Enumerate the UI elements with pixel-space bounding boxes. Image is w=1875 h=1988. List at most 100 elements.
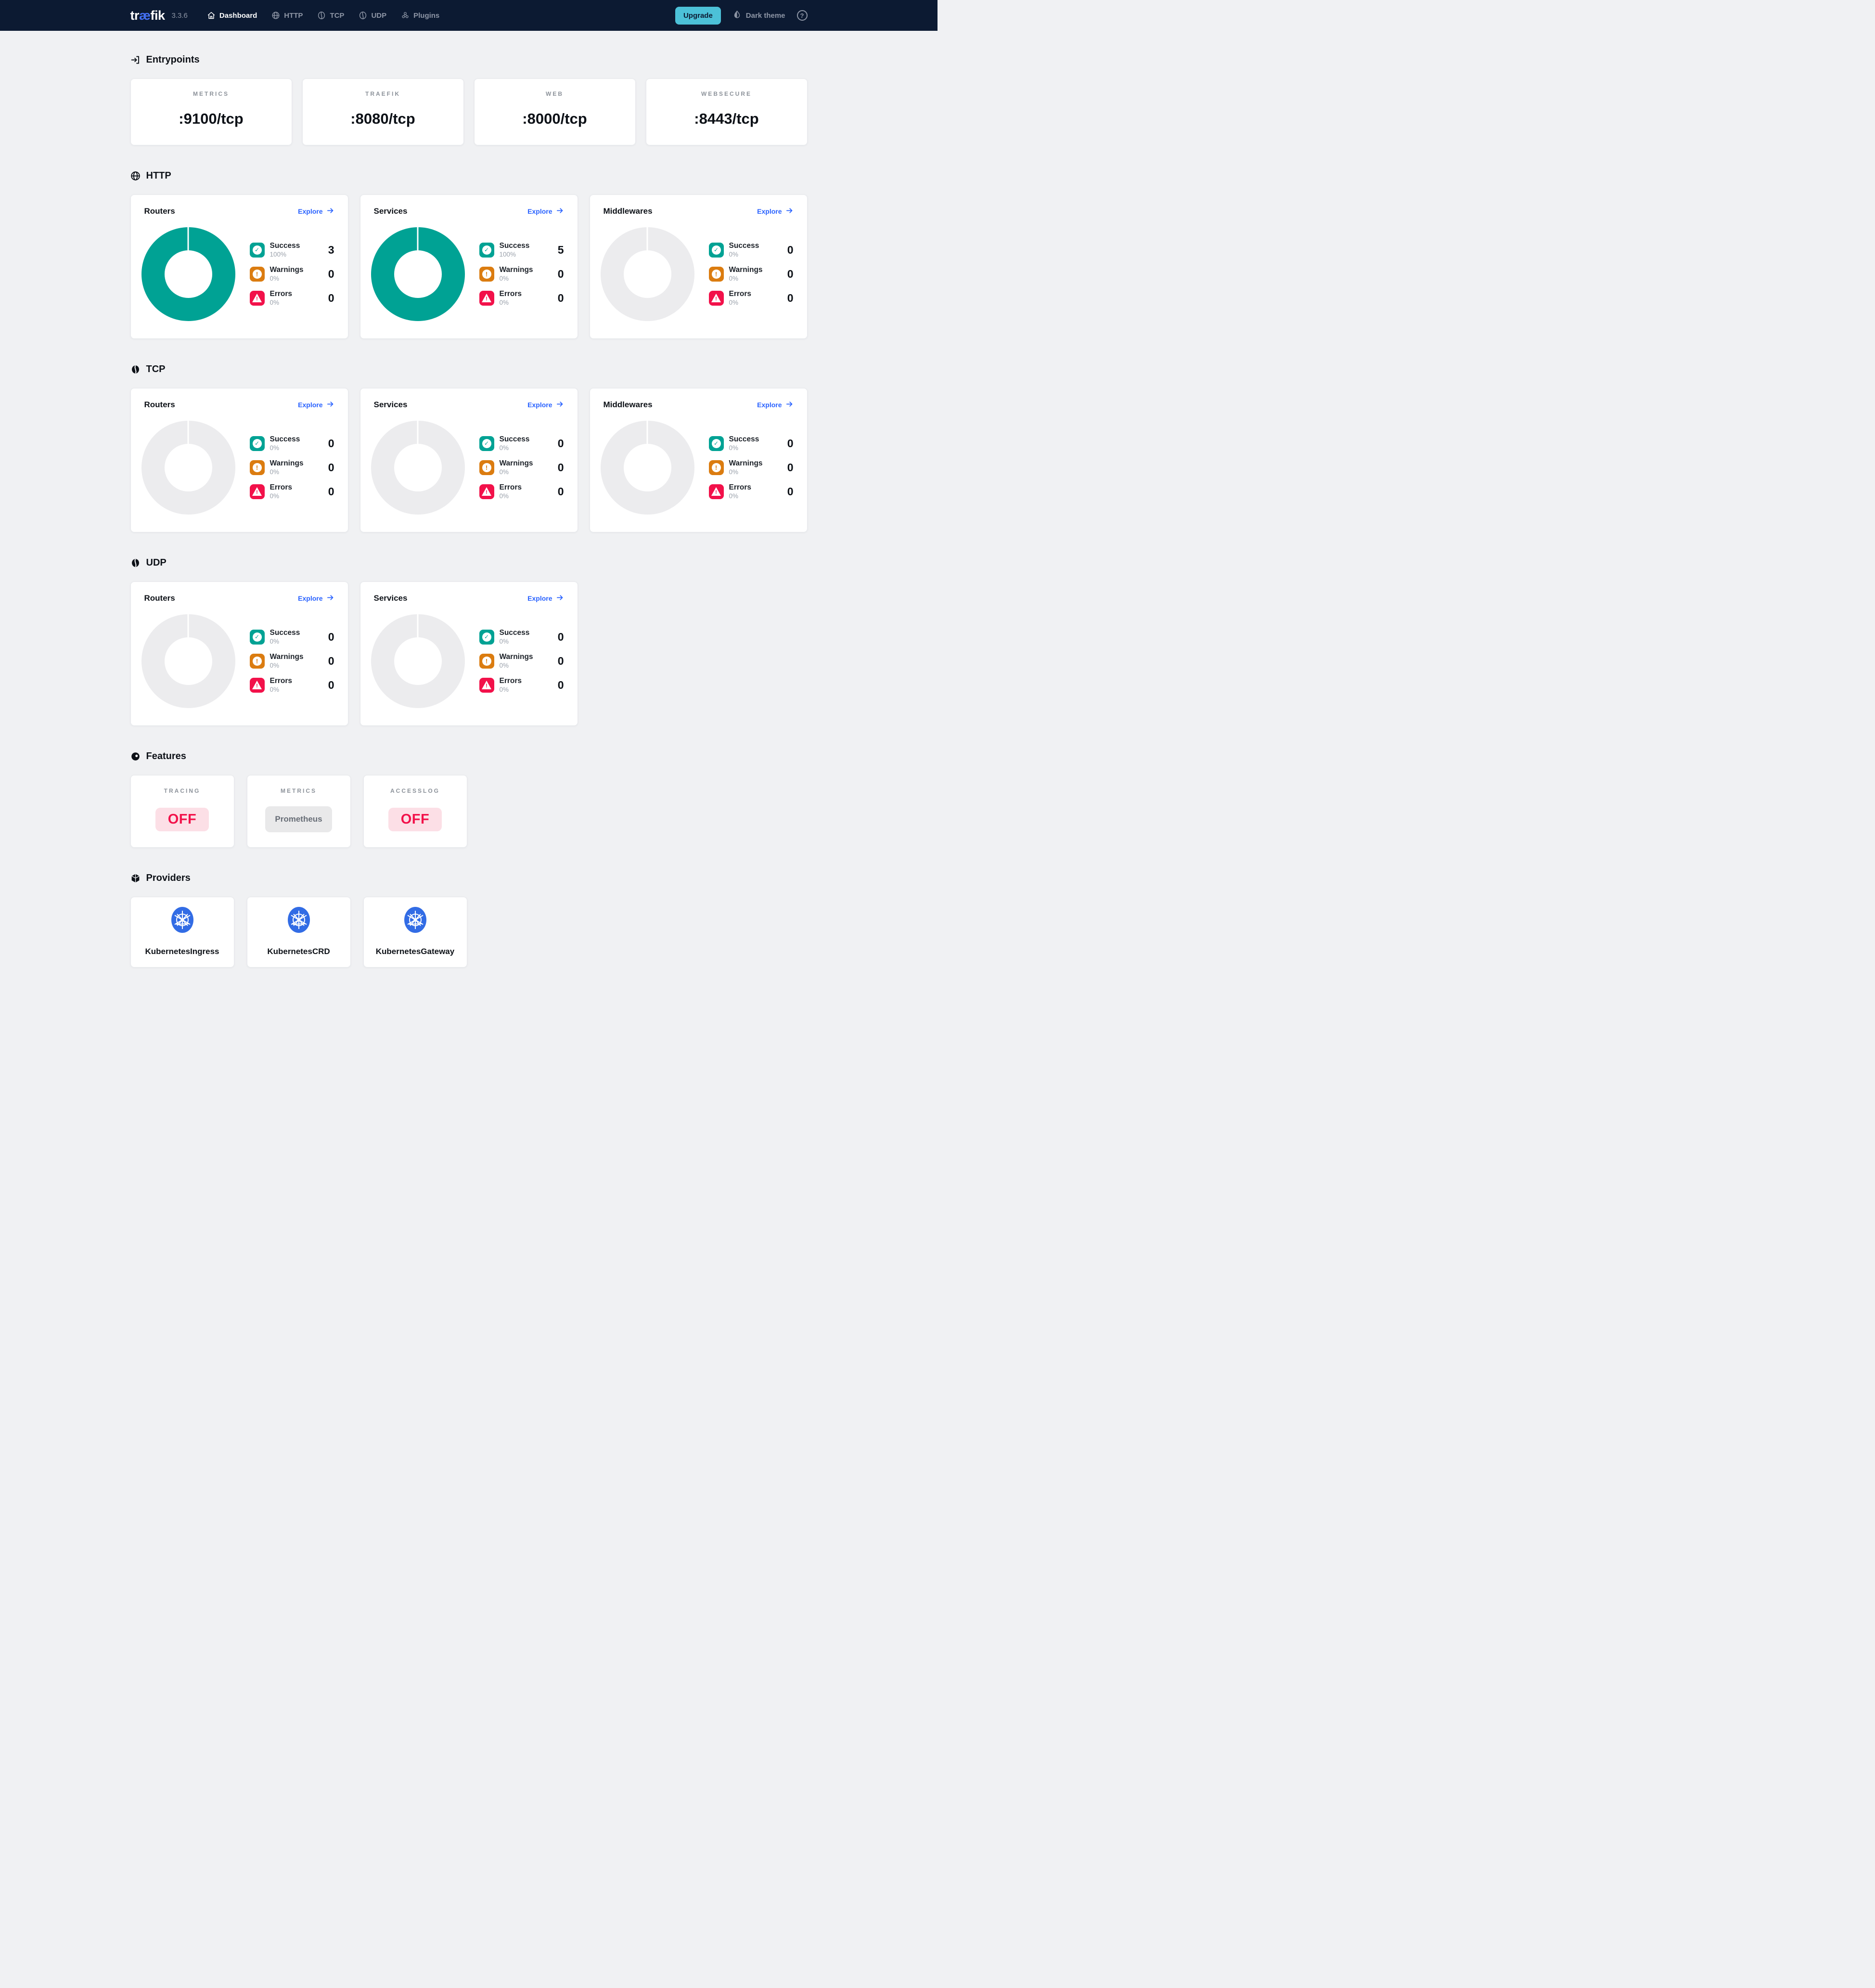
explore-link[interactable]: Explore (527, 400, 564, 410)
warning-icon: ! (479, 653, 494, 669)
errors-stat: ! Errors 0% 0 (249, 289, 334, 307)
success-stat: ✓ Success 0% 0 (479, 435, 564, 452)
card-title: Routers (144, 207, 175, 216)
success-icon: ✓ (708, 436, 724, 451)
explore-link[interactable]: Explore (298, 594, 334, 603)
card-title: Middlewares (603, 207, 653, 216)
plugins-icon (401, 11, 410, 20)
nav-label: TCP (330, 11, 345, 20)
explore-link[interactable]: Explore (757, 207, 793, 216)
http-middlewares-card: Middlewares Explore ✓ Success 0% 0 ! (589, 194, 808, 339)
kubernetes-icon (171, 907, 193, 935)
warning-icon: ! (479, 460, 494, 475)
provider-card-kubernetes-ingress: KubernetesIngress (130, 897, 234, 968)
nav-label: UDP (371, 11, 387, 20)
entrypoint-label: WEB (546, 90, 564, 97)
success-stat: ✓ Success 0% 0 (708, 435, 794, 452)
entrypoints-cards: METRICS :9100/tcp TRAEFIK :8080/tcp WEB … (130, 78, 808, 145)
udp-section-heading: UDP (130, 557, 808, 568)
features-icon (130, 751, 141, 762)
traefik-logo: træfik (130, 8, 166, 23)
success-icon: ✓ (249, 629, 265, 645)
errors-stat: ! Errors 0% 0 (249, 676, 334, 694)
error-icon: ! (249, 290, 265, 306)
theme-droplet-icon (732, 10, 742, 21)
udp-routers-card: Routers Explore ✓ Success 0% 0 ! Warn (130, 581, 348, 726)
entrypoints-icon (130, 55, 141, 65)
http-cards: Routers Explore ✓ Success 100% 3 ! Wa (130, 194, 808, 339)
errors-stat: ! Errors 0% 0 (479, 483, 564, 500)
feature-status-badge: OFF (388, 807, 442, 831)
nav-item-udp[interactable]: UDP (359, 11, 386, 20)
entrypoint-label: WEBSECURE (701, 90, 752, 97)
donut-chart (371, 614, 465, 708)
main-nav: Dashboard HTTP TCP UDP (207, 11, 439, 20)
help-icon[interactable]: ? (796, 10, 808, 21)
http-services-card: Services Explore ✓ Success 100% 5 ! W (360, 194, 578, 339)
entrypoint-card-websecure: WEBSECURE :8443/tcp (645, 78, 808, 145)
explore-link[interactable]: Explore (298, 400, 334, 410)
feature-status-badge: OFF (155, 807, 209, 831)
explore-label: Explore (527, 401, 552, 409)
nav-label: HTTP (284, 11, 303, 20)
entrypoint-card-metrics: METRICS :9100/tcp (130, 78, 292, 145)
feature-card-tracing: TRACING OFF (130, 775, 234, 848)
feature-card-accesslog: ACCESSLOG OFF (363, 775, 467, 848)
globe-icon (130, 171, 141, 181)
section-title: HTTP (146, 170, 171, 181)
explore-label: Explore (757, 401, 782, 409)
nav-item-tcp[interactable]: TCP (317, 11, 344, 20)
provider-card-kubernetes-gateway: KubernetesGateway (363, 897, 467, 968)
explore-link[interactable]: Explore (527, 207, 564, 216)
upgrade-button[interactable]: Upgrade (675, 6, 721, 25)
section-title: Providers (146, 873, 191, 883)
package-icon (130, 873, 141, 883)
warning-icon: ! (708, 266, 724, 282)
feature-label: TRACING (164, 787, 201, 794)
providers-cards: KubernetesIngress KubernetesCRD Kubernet… (130, 897, 808, 968)
feature-label: METRICS (281, 787, 317, 794)
logo-ae: æ (139, 8, 151, 23)
errors-stat: ! Errors 0% 0 (708, 289, 794, 307)
entrypoint-label: TRAEFIK (365, 90, 400, 97)
entrypoint-port: :9100/tcp (179, 110, 244, 127)
success-stat: ✓ Success 100% 5 (479, 241, 564, 258)
explore-label: Explore (527, 594, 552, 602)
nav-item-plugins[interactable]: Plugins (401, 11, 439, 20)
section-title: UDP (146, 557, 167, 568)
kubernetes-icon (404, 907, 426, 935)
entrypoint-label: METRICS (193, 90, 229, 97)
features-section-heading: Features (130, 751, 808, 762)
dark-theme-toggle[interactable]: Dark theme (732, 10, 785, 21)
explore-link[interactable]: Explore (527, 594, 564, 603)
card-title: Routers (144, 594, 175, 603)
arrow-right-icon (556, 400, 564, 410)
arrow-right-icon (326, 594, 334, 603)
entrypoint-port: :8080/tcp (350, 110, 415, 127)
nav-item-http[interactable]: HTTP (271, 11, 303, 20)
warnings-stat: ! Warnings 0% 0 (708, 459, 794, 476)
success-icon: ✓ (249, 242, 265, 258)
entrypoints-section-heading: Entrypoints (130, 54, 808, 65)
udp-cards: Routers Explore ✓ Success 0% 0 ! Warn (130, 581, 808, 726)
error-icon: ! (249, 484, 265, 499)
warnings-stat: ! Warnings 0% 0 (249, 459, 334, 476)
arrow-right-icon (556, 207, 564, 216)
errors-stat: ! Errors 0% 0 (249, 483, 334, 500)
arrow-right-icon (326, 400, 334, 410)
success-icon: ✓ (479, 242, 494, 258)
card-title: Services (373, 594, 408, 603)
errors-stat: ! Errors 0% 0 (479, 676, 564, 694)
section-title: Entrypoints (146, 54, 200, 65)
explore-link[interactable]: Explore (757, 400, 793, 410)
tcp-cards: Routers Explore ✓ Success 0% 0 ! Warn (130, 388, 808, 532)
warnings-stat: ! Warnings 0% 0 (249, 652, 334, 670)
tcp-routers-card: Routers Explore ✓ Success 0% 0 ! Warn (130, 388, 348, 532)
donut-chart (371, 420, 465, 515)
explore-label: Explore (298, 207, 323, 215)
explore-link[interactable]: Explore (298, 207, 334, 216)
nav-item-dashboard[interactable]: Dashboard (207, 11, 257, 20)
card-title: Services (373, 207, 408, 216)
warning-icon: ! (479, 266, 494, 282)
warnings-stat: ! Warnings 0% 0 (479, 652, 564, 670)
